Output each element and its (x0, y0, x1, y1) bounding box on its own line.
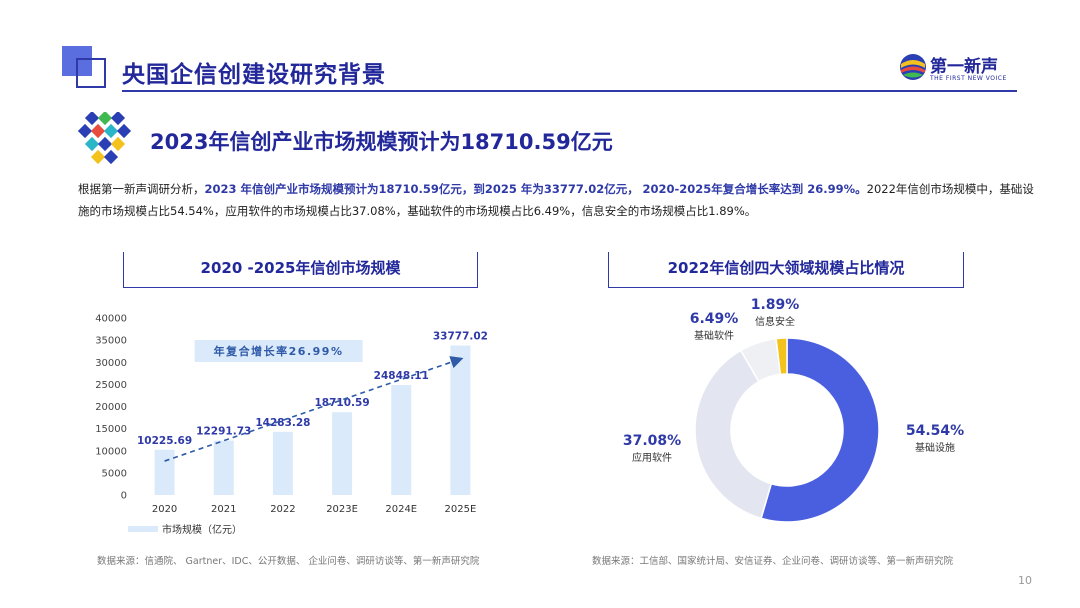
bar-data-label: 18710.59 (315, 397, 370, 409)
slice-percent-label: 37.08% (623, 433, 681, 449)
bar-2021 (213, 440, 234, 495)
header-decor-square-outline (76, 58, 106, 88)
cagr-annotation: 年复合增长率26.99% (214, 344, 344, 358)
bar-data-label: 24848.11 (374, 370, 429, 382)
bar-2020 (154, 449, 175, 495)
x-tick-label: 2024E (385, 504, 417, 515)
logo-mark-icon (900, 54, 926, 80)
x-tick-label: 2022 (270, 504, 295, 515)
desc-text-3: 2022年信创市场规模中，基础设施的市场规模占比54.54%，应用软件的市场规模… (78, 182, 1034, 218)
y-tick-label: 0 (121, 491, 127, 502)
section-subtitle: 2023年信创产业市场规模预计为18710.59亿元 (150, 130, 613, 154)
desc-highlight-2: 2020-2025年复合增长率达到 26.99%。 (642, 182, 867, 196)
domain-share-donut-chart: 54.54% 基础设施 37.08% 应用软件 6.49% 基础软件 1.89% 信息安全 (623, 297, 964, 523)
bar-2022 (272, 431, 293, 495)
description-paragraph: 根据第一新声调研分析，2023 年信创产业市场规模预计为18710.59亿元，到… (78, 178, 1038, 222)
bar-2024E (391, 385, 412, 495)
bar-data-label: 10225.69 (137, 435, 192, 447)
bar-2023E (332, 412, 353, 495)
desc-highlight-1: 2023 年信创产业市场规模预计为18710.59亿元，到2025 年为3377… (204, 182, 639, 196)
slice-name-label: 基础软件 (694, 329, 734, 342)
desc-text-1: 根据第一新声调研分析， (78, 182, 205, 196)
bar-2025E (450, 345, 471, 495)
x-tick-label: 2023E (326, 504, 358, 515)
slice-percent-label: 1.89% (751, 297, 800, 313)
cagr-annotation-box (194, 340, 363, 362)
donut-slice-应用软件 (694, 349, 773, 520)
y-tick-label: 25000 (95, 380, 127, 391)
data-source-right: 数据来源：工信部、国家统计局、安信证券、企业问卷、调研访谈等、第一新声研究院 (592, 556, 954, 567)
bar-chart-section-title: 2020 -2025年信创市场规模 (123, 252, 478, 288)
slice-name-label: 应用软件 (632, 451, 672, 464)
data-source-left: 数据来源：信通院、 Gartner、IDC、公开数据、 企业问卷、调研访谈等、第… (97, 556, 480, 567)
logo-text: 第一新声 (930, 57, 998, 77)
donut-slice-基础设施 (760, 337, 880, 523)
y-tick-label: 30000 (95, 358, 127, 369)
slice-name-label: 基础设施 (915, 441, 955, 454)
bar-data-label: 14283.28 (255, 417, 310, 429)
y-tick-label: 35000 (95, 336, 127, 347)
slice-name-label: 信息安全 (755, 315, 795, 328)
y-tick-label: 15000 (95, 424, 127, 435)
donut-slice-信息安全 (775, 337, 788, 376)
y-tick-label: 40000 (95, 314, 127, 325)
legend-swatch (128, 526, 158, 532)
logo-subtext: THE FIRST NEW VOICE (930, 75, 1007, 82)
diamond-cluster-icon (78, 112, 132, 165)
slice-percent-label: 54.54% (906, 423, 964, 439)
growth-trend-line (164, 356, 464, 462)
x-tick-label: 2021 (211, 504, 236, 515)
y-tick-label: 20000 (95, 402, 127, 413)
legend-label: 市场规模（亿元） (162, 523, 242, 536)
brand-logo: 第一新声 THE FIRST NEW VOICE (898, 50, 1018, 86)
pie-chart-section-title: 2022年信创四大领域规模占比情况 (608, 252, 964, 288)
slice-percent-label: 6.49% (690, 311, 739, 327)
bar-data-label: 33777.02 (433, 331, 488, 343)
page-title: 央国企信创建设研究背景 (122, 62, 386, 88)
x-tick-label: 2025E (445, 504, 477, 515)
header-divider (122, 90, 1017, 92)
y-tick-label: 10000 (95, 446, 127, 457)
y-tick-label: 5000 (102, 468, 127, 479)
page-number: 10 (1018, 574, 1032, 587)
bar-data-label: 12291.73 (196, 426, 251, 438)
market-size-bar-chart: 0 5000 10000 15000 20000 25000 30000 35000 40000… (95, 314, 488, 537)
x-tick-label: 2020 (152, 504, 177, 515)
